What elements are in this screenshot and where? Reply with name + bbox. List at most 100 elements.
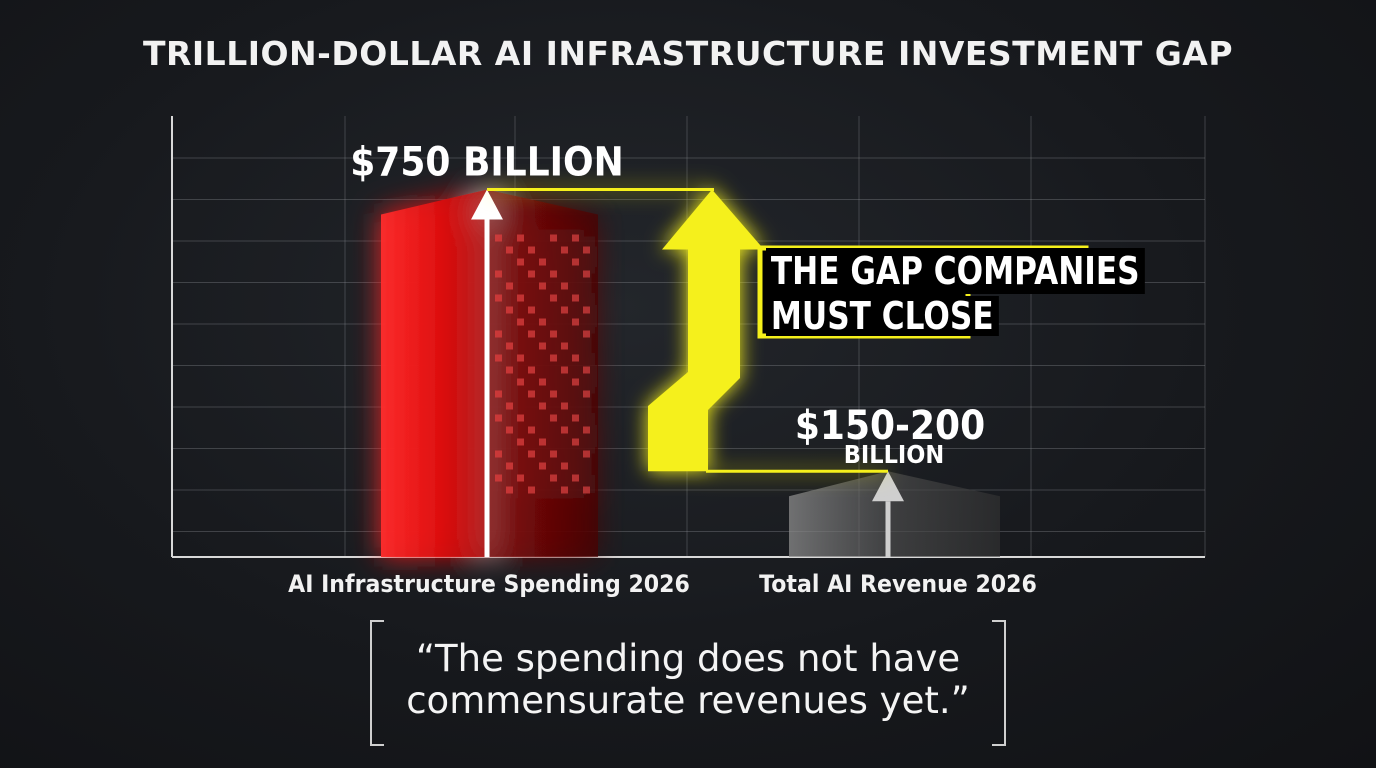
bar-texture bbox=[561, 246, 568, 254]
bar-texture bbox=[550, 450, 557, 458]
bar-texture bbox=[506, 402, 513, 410]
bar-texture bbox=[561, 342, 568, 350]
bar-texture bbox=[517, 378, 524, 386]
bar-texture bbox=[583, 246, 590, 254]
bar-texture bbox=[495, 474, 502, 482]
bar-texture bbox=[561, 402, 568, 410]
bar-texture bbox=[495, 294, 502, 302]
bar-texture bbox=[572, 438, 579, 446]
gap-callout: THE GAP COMPANIES MUST CLOSE bbox=[756, 244, 1145, 340]
bar-texture bbox=[561, 282, 568, 290]
bar-texture bbox=[583, 366, 590, 374]
bar-texture bbox=[572, 354, 579, 362]
bar-texture bbox=[550, 390, 557, 398]
bar-texture bbox=[583, 306, 590, 314]
bar-texture bbox=[539, 318, 546, 326]
bar-texture bbox=[517, 294, 524, 302]
bar-texture bbox=[550, 414, 557, 422]
bar-texture bbox=[572, 234, 579, 242]
bar-texture bbox=[506, 306, 513, 314]
quote-bracket-right bbox=[992, 620, 1006, 746]
bar-texture bbox=[550, 474, 557, 482]
bar-texture bbox=[539, 378, 546, 386]
bar-arrow-head bbox=[471, 189, 503, 220]
bar-texture bbox=[583, 270, 590, 278]
bar-texture bbox=[517, 258, 524, 266]
bar-texture bbox=[495, 414, 502, 422]
bar-texture bbox=[528, 486, 535, 494]
bar-texture bbox=[517, 474, 524, 482]
bar-texture bbox=[572, 378, 579, 386]
bar-texture bbox=[506, 486, 513, 494]
bar-texture bbox=[506, 426, 513, 434]
bar-texture bbox=[495, 390, 502, 398]
category-label-1: AI Infrastructure Spending 2026 bbox=[288, 571, 690, 598]
bar-texture bbox=[572, 294, 579, 302]
bar-texture bbox=[528, 330, 535, 338]
bar-texture bbox=[561, 486, 568, 494]
callout-line-1: THE GAP COMPANIES bbox=[766, 248, 1145, 294]
bar-texture bbox=[539, 282, 546, 290]
bar-texture bbox=[517, 354, 524, 362]
bar-texture bbox=[506, 282, 513, 290]
bar-texture bbox=[583, 486, 590, 494]
value-label-revenue: $150-200 bbox=[795, 402, 985, 448]
bar-2 bbox=[789, 471, 1000, 557]
bar-texture bbox=[539, 258, 546, 266]
bar-texture bbox=[495, 330, 502, 338]
axes bbox=[171, 116, 1205, 558]
bar-texture bbox=[561, 462, 568, 470]
chart-title: TRILLION-DOLLAR AI INFRASTRUCTURE INVEST… bbox=[142, 34, 1234, 73]
bar-texture bbox=[539, 438, 546, 446]
bar-side-face bbox=[888, 471, 1000, 557]
bar-texture bbox=[572, 258, 579, 266]
bar-texture bbox=[583, 390, 590, 398]
bar-texture bbox=[550, 270, 557, 278]
bar-texture bbox=[583, 450, 590, 458]
bar-texture bbox=[561, 426, 568, 434]
bar-side-face bbox=[487, 189, 598, 557]
bar-texture bbox=[517, 414, 524, 422]
bar-texture bbox=[561, 366, 568, 374]
gap-arrow bbox=[487, 188, 888, 473]
bar-texture bbox=[561, 306, 568, 314]
gap-arrow-body bbox=[648, 189, 764, 472]
category-label-2: Total AI Revenue 2026 bbox=[759, 571, 1037, 598]
bar-texture bbox=[517, 318, 524, 326]
bar-1 bbox=[381, 189, 598, 557]
bar-texture bbox=[528, 390, 535, 398]
value-label-revenue-unit: BILLION bbox=[844, 440, 944, 469]
bar-arrow-head bbox=[872, 471, 904, 502]
bar-texture bbox=[539, 342, 546, 350]
bar-texture bbox=[572, 318, 579, 326]
bar-front-face bbox=[381, 189, 487, 557]
bar-texture bbox=[495, 450, 502, 458]
bar-texture bbox=[572, 414, 579, 422]
bar-texture bbox=[506, 462, 513, 470]
bar-texture bbox=[550, 294, 557, 302]
bar-texture bbox=[506, 246, 513, 254]
bar-texture bbox=[495, 354, 502, 362]
bar-texture bbox=[528, 450, 535, 458]
gap-connector-lines bbox=[487, 188, 888, 473]
bars bbox=[381, 189, 1000, 557]
bar-texture bbox=[528, 270, 535, 278]
gap-arrow-shape bbox=[487, 188, 888, 473]
quote-bracket-left bbox=[370, 620, 384, 746]
bar-texture bbox=[550, 354, 557, 362]
bar-texture bbox=[583, 330, 590, 338]
bar-texture bbox=[495, 234, 502, 242]
quote-text: “The spending does not have commensurate… bbox=[406, 637, 970, 722]
bar-texture bbox=[550, 234, 557, 242]
callout-line-2: MUST CLOSE bbox=[766, 296, 999, 336]
bar-texture bbox=[583, 426, 590, 434]
bar-texture bbox=[528, 306, 535, 314]
bar-texture bbox=[517, 234, 524, 242]
value-label-spending: $750 BILLION bbox=[350, 139, 624, 185]
bar-front-face bbox=[789, 471, 888, 557]
bar-texture bbox=[528, 246, 535, 254]
bar-texture bbox=[539, 462, 546, 470]
bar-texture bbox=[528, 426, 535, 434]
